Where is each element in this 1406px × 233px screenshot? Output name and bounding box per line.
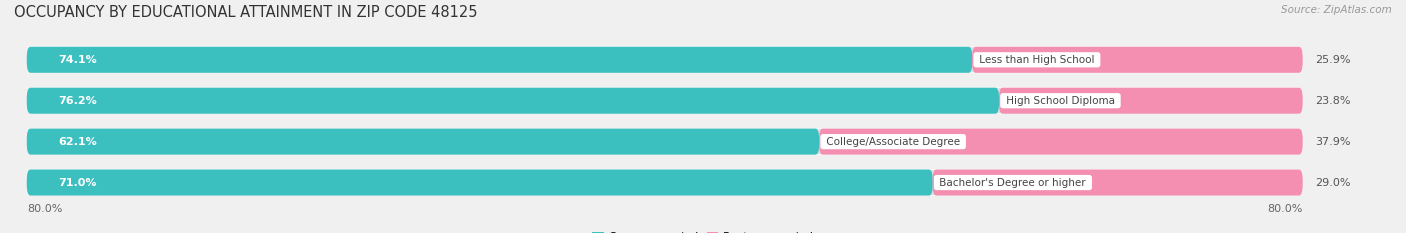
FancyBboxPatch shape	[27, 47, 1303, 73]
FancyBboxPatch shape	[27, 47, 973, 73]
Text: High School Diploma: High School Diploma	[1002, 96, 1118, 106]
FancyBboxPatch shape	[932, 170, 1303, 195]
FancyBboxPatch shape	[27, 88, 1303, 114]
Text: 80.0%: 80.0%	[27, 204, 62, 214]
FancyBboxPatch shape	[998, 88, 1303, 114]
Text: Source: ZipAtlas.com: Source: ZipAtlas.com	[1281, 5, 1392, 15]
Text: College/Associate Degree: College/Associate Degree	[823, 137, 963, 147]
Text: 80.0%: 80.0%	[1267, 204, 1302, 214]
FancyBboxPatch shape	[27, 170, 932, 195]
Text: OCCUPANCY BY EDUCATIONAL ATTAINMENT IN ZIP CODE 48125: OCCUPANCY BY EDUCATIONAL ATTAINMENT IN Z…	[14, 5, 478, 20]
FancyBboxPatch shape	[27, 88, 1000, 114]
Text: 62.1%: 62.1%	[59, 137, 97, 147]
Text: Less than High School: Less than High School	[976, 55, 1098, 65]
Text: 37.9%: 37.9%	[1316, 137, 1351, 147]
Text: 74.1%: 74.1%	[59, 55, 97, 65]
Text: 29.0%: 29.0%	[1316, 178, 1351, 188]
Legend: Owner-occupied, Renter-occupied: Owner-occupied, Renter-occupied	[588, 227, 818, 233]
FancyBboxPatch shape	[820, 129, 1303, 155]
Text: 76.2%: 76.2%	[59, 96, 97, 106]
FancyBboxPatch shape	[972, 47, 1303, 73]
Text: 23.8%: 23.8%	[1316, 96, 1351, 106]
Text: 25.9%: 25.9%	[1316, 55, 1351, 65]
FancyBboxPatch shape	[27, 129, 1303, 155]
Text: 71.0%: 71.0%	[59, 178, 97, 188]
FancyBboxPatch shape	[27, 129, 820, 155]
FancyBboxPatch shape	[27, 170, 1303, 195]
Text: Bachelor's Degree or higher: Bachelor's Degree or higher	[936, 178, 1090, 188]
